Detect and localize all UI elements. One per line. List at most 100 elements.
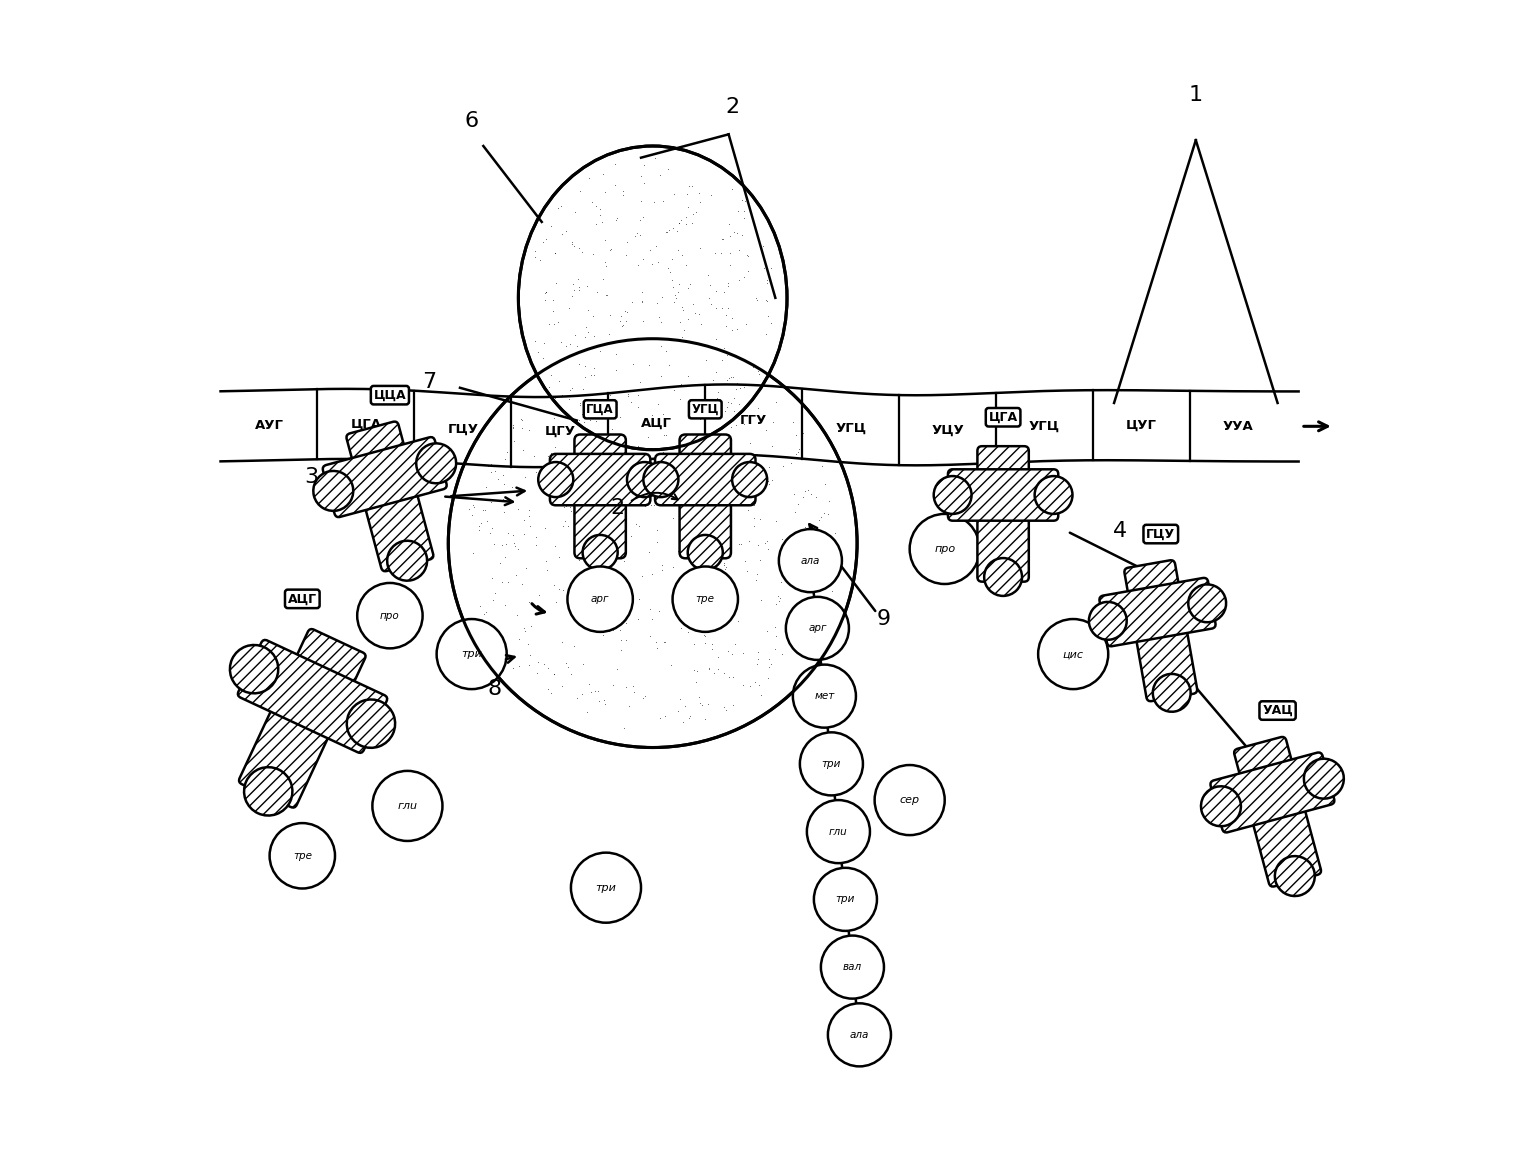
- Circle shape: [437, 619, 506, 689]
- Text: 2: 2: [611, 498, 625, 519]
- Text: УГЦ: УГЦ: [1030, 419, 1060, 432]
- Text: ЦУГ: ЦУГ: [1127, 419, 1157, 432]
- Circle shape: [539, 463, 573, 498]
- Text: ала: ала: [850, 1030, 870, 1040]
- FancyBboxPatch shape: [656, 454, 756, 506]
- Circle shape: [1188, 584, 1227, 623]
- Text: УЦУ: УЦУ: [931, 423, 963, 437]
- Circle shape: [388, 541, 428, 580]
- Text: АУГ: АУГ: [254, 419, 283, 432]
- Circle shape: [779, 529, 842, 592]
- FancyBboxPatch shape: [549, 454, 651, 506]
- Circle shape: [643, 463, 679, 498]
- Circle shape: [448, 339, 857, 748]
- Text: глu: глu: [397, 801, 417, 811]
- Circle shape: [1039, 619, 1108, 689]
- Circle shape: [688, 535, 723, 570]
- FancyBboxPatch shape: [574, 434, 626, 558]
- FancyBboxPatch shape: [1099, 578, 1216, 646]
- Circle shape: [346, 700, 396, 748]
- Circle shape: [786, 597, 850, 660]
- Circle shape: [568, 566, 633, 632]
- Circle shape: [910, 514, 980, 584]
- Text: про: про: [934, 544, 956, 554]
- FancyBboxPatch shape: [239, 630, 366, 807]
- Text: три: три: [462, 649, 482, 659]
- FancyBboxPatch shape: [1125, 561, 1197, 701]
- FancyBboxPatch shape: [948, 470, 1059, 521]
- Text: ГЦА: ГЦА: [586, 403, 614, 416]
- Text: ЦГУ: ЦГУ: [545, 425, 576, 438]
- Text: сер: сер: [900, 795, 920, 805]
- Text: ала: ала: [800, 556, 820, 565]
- Circle shape: [820, 936, 883, 999]
- Text: 8: 8: [488, 679, 502, 700]
- Circle shape: [828, 1003, 891, 1066]
- Text: ГЦУ: ГЦУ: [1147, 528, 1176, 541]
- Circle shape: [806, 800, 870, 863]
- Text: глu: глu: [830, 827, 848, 836]
- Circle shape: [416, 444, 456, 484]
- Text: мет: мет: [814, 691, 834, 701]
- Circle shape: [626, 463, 662, 498]
- Circle shape: [1034, 477, 1073, 514]
- Text: 6: 6: [465, 111, 479, 131]
- Text: арг: арг: [591, 595, 609, 604]
- Text: АЦГ: АЦГ: [288, 592, 317, 605]
- Text: три: три: [596, 883, 617, 892]
- Text: АЦГ: АЦГ: [642, 417, 673, 430]
- Circle shape: [1200, 786, 1240, 826]
- Text: 2: 2: [725, 97, 739, 117]
- Text: УУА: УУА: [1224, 419, 1254, 433]
- Circle shape: [583, 535, 617, 570]
- FancyBboxPatch shape: [1211, 752, 1334, 833]
- Circle shape: [874, 765, 945, 835]
- FancyBboxPatch shape: [1234, 737, 1320, 887]
- Text: ЦЦА: ЦЦА: [374, 389, 406, 402]
- FancyBboxPatch shape: [346, 422, 434, 571]
- Circle shape: [983, 558, 1022, 596]
- Text: УАЦ: УАЦ: [1262, 704, 1293, 717]
- Circle shape: [733, 463, 766, 498]
- Text: три: три: [822, 759, 842, 769]
- Text: три: три: [836, 895, 856, 904]
- Circle shape: [793, 665, 856, 728]
- Text: 4: 4: [1113, 521, 1127, 542]
- Circle shape: [245, 767, 292, 815]
- Circle shape: [800, 732, 863, 795]
- Text: 5: 5: [850, 906, 865, 927]
- Text: цис: цис: [1063, 649, 1083, 659]
- Text: тре: тре: [696, 595, 714, 604]
- Circle shape: [269, 823, 336, 889]
- Text: 1: 1: [1188, 85, 1203, 105]
- Circle shape: [814, 868, 877, 931]
- Ellipse shape: [519, 146, 786, 450]
- Circle shape: [571, 853, 642, 923]
- Text: ГЦУ: ГЦУ: [448, 423, 479, 436]
- Circle shape: [1304, 759, 1344, 799]
- FancyBboxPatch shape: [680, 434, 731, 558]
- Text: 9: 9: [877, 609, 891, 630]
- Circle shape: [673, 566, 739, 632]
- Text: тре: тре: [292, 850, 312, 861]
- Circle shape: [934, 477, 971, 514]
- Text: ГГУ: ГГУ: [740, 413, 768, 426]
- FancyBboxPatch shape: [239, 640, 388, 753]
- Circle shape: [372, 771, 442, 841]
- Circle shape: [229, 645, 279, 694]
- Text: ЦГА: ЦГА: [351, 417, 382, 431]
- Text: арг: арг: [808, 624, 826, 633]
- Circle shape: [1090, 602, 1127, 640]
- FancyBboxPatch shape: [323, 437, 446, 517]
- Text: про: про: [380, 611, 400, 620]
- Circle shape: [1274, 856, 1314, 896]
- Text: УГЦ: УГЦ: [691, 403, 719, 416]
- FancyBboxPatch shape: [977, 446, 1028, 582]
- Circle shape: [357, 583, 423, 648]
- Text: вал: вал: [843, 962, 862, 972]
- Circle shape: [314, 471, 354, 510]
- Text: УГЦ: УГЦ: [836, 422, 866, 434]
- Polygon shape: [220, 384, 1299, 467]
- Text: 3: 3: [305, 466, 319, 487]
- Circle shape: [1153, 674, 1191, 711]
